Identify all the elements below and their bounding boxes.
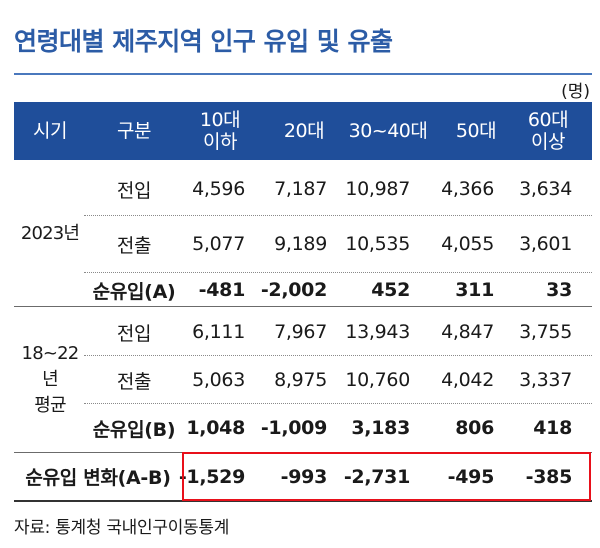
cell-value: -1,529 <box>178 465 245 488</box>
cell-value: 452 <box>371 279 410 301</box>
cell-value: 5,063 <box>192 369 245 391</box>
unit-label: (명) <box>561 82 590 102</box>
cell-value: 4,366 <box>441 178 494 200</box>
cell-value: 6,111 <box>192 321 245 343</box>
cell-value: 8,975 <box>274 369 327 391</box>
period-label-2018-2022-avg: 18~22년 평균 <box>21 342 80 416</box>
row-divider <box>84 215 592 216</box>
row-divider <box>84 272 592 273</box>
header-col-60plus: 60대 이상 <box>527 109 569 153</box>
header-period: 시기 <box>33 120 67 142</box>
row-label: 전입 <box>116 322 152 345</box>
cell-value: 7,967 <box>274 321 327 343</box>
row-label: 순유입(A) <box>92 280 176 303</box>
header-category: 구분 <box>117 120 151 142</box>
cell-value: 10,760 <box>345 369 410 391</box>
table-row-net-b: 순유입(B) 1,048 -1,009 3,183 806 418 <box>14 406 592 450</box>
cell-value: 10,535 <box>345 233 410 255</box>
row-label: 순유입 변화(A-B) <box>25 467 171 489</box>
row-label: 순유입(B) <box>92 418 176 441</box>
group-divider <box>14 306 592 307</box>
cell-value: -993 <box>280 465 328 488</box>
cell-value: -495 <box>447 465 495 488</box>
page-title: 연령대별 제주지역 인구 유입 및 유출 <box>14 27 393 56</box>
table-bottom-rule <box>14 500 592 502</box>
cell-value: 3,755 <box>519 321 572 343</box>
period-label-2023: 2023년 <box>20 223 80 244</box>
source-note: 자료: 통계청 국내인구이동통계 <box>14 518 230 538</box>
cell-value: 4,596 <box>192 178 245 200</box>
cell-value: 13,943 <box>345 321 410 343</box>
row-label: 전출 <box>116 234 152 257</box>
table-row: 전입 4,596 7,187 10,987 4,366 3,634 <box>14 166 592 212</box>
table-row-net-a: 순유입(A) -481 -2,002 452 311 33 <box>14 274 592 306</box>
cell-value: 806 <box>455 417 494 439</box>
cell-value: 10,987 <box>345 178 410 200</box>
cell-value: 3,183 <box>351 417 410 439</box>
header-col-teens: 10대 이하 <box>199 109 241 153</box>
cell-value: 3,337 <box>519 369 572 391</box>
table-row: 전출 5,077 9,189 10,535 4,055 3,601 <box>14 219 592 269</box>
cell-value: -385 <box>525 465 573 488</box>
cell-value: 311 <box>455 279 494 301</box>
cell-value: 7,187 <box>274 178 327 200</box>
title-divider <box>14 73 592 75</box>
header-col-20s: 20대 <box>283 120 325 142</box>
header-col-50s: 50대 <box>455 120 497 142</box>
cell-value: 418 <box>533 417 572 439</box>
row-divider <box>84 355 592 356</box>
table-header: 시기 구분 10대 이하 20대 30~40대 50대 60대 이상 <box>14 102 592 160</box>
row-label: 전출 <box>116 370 152 393</box>
cell-value: 9,189 <box>274 233 327 255</box>
cell-value: 4,055 <box>441 233 494 255</box>
cell-value: 4,847 <box>441 321 494 343</box>
table-row: 전출 5,063 8,975 10,760 4,042 3,337 <box>14 358 592 402</box>
cell-value: -2,731 <box>343 465 410 488</box>
cell-value: -1,009 <box>260 417 327 439</box>
row-divider <box>84 403 592 404</box>
cell-value: 33 <box>546 279 572 301</box>
cell-value: 3,634 <box>519 178 572 200</box>
cell-value: 4,042 <box>441 369 494 391</box>
row-label: 전입 <box>116 179 152 202</box>
table-row: 전입 6,111 7,967 13,943 4,847 3,755 <box>14 310 592 354</box>
cell-value: 5,077 <box>192 233 245 255</box>
cell-value: -2,002 <box>260 279 327 301</box>
cell-value: 3,601 <box>519 233 572 255</box>
header-col-30-40s: 30~40대 <box>348 120 428 142</box>
cell-value: -481 <box>198 279 246 301</box>
cell-value: 1,048 <box>186 417 245 439</box>
table-row-net-change: 순유입 변화(A-B) -1,529 -993 -2,731 -495 -385 <box>14 453 592 500</box>
highlight-box <box>182 452 591 501</box>
